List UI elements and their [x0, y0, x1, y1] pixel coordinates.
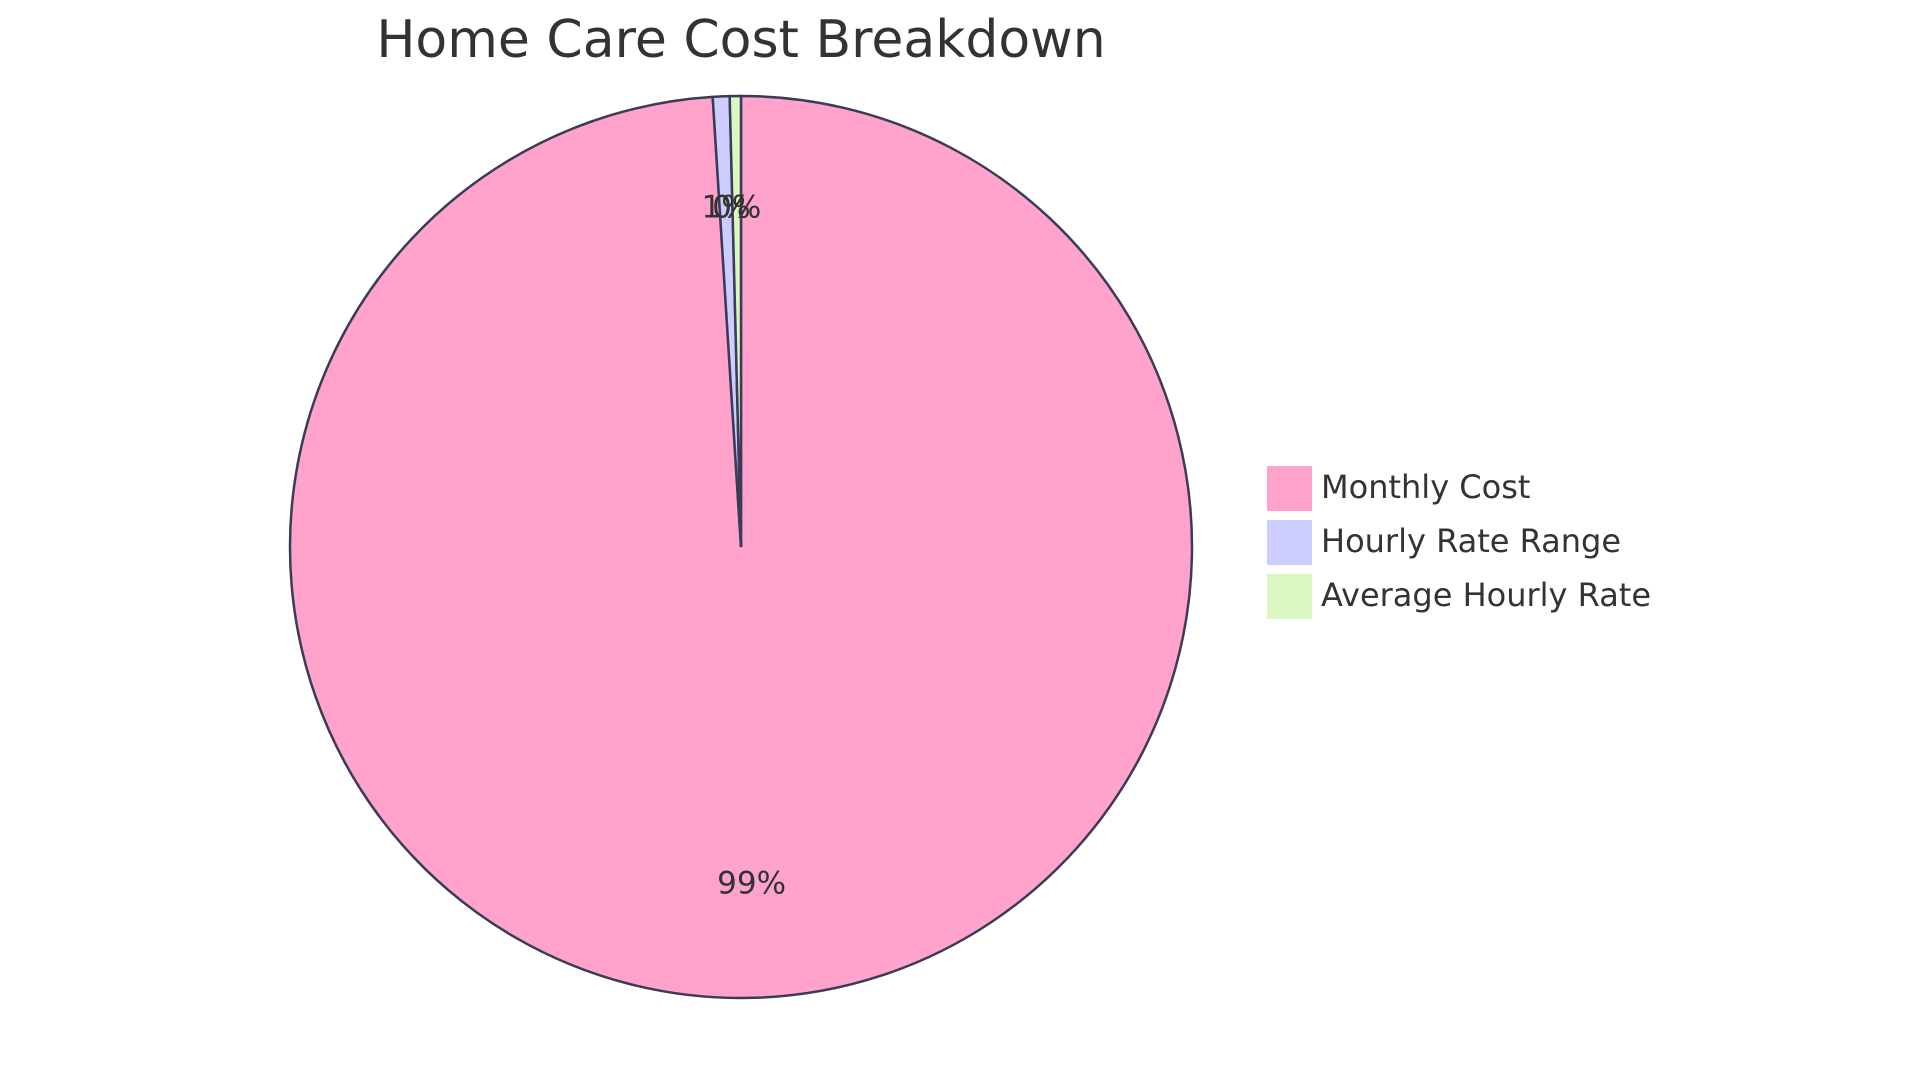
slice-label: 99% [717, 866, 786, 902]
legend-label: Average Hourly Rate [1321, 576, 1651, 614]
legend-swatch [1267, 466, 1312, 511]
chart-title: Home Care Cost Breakdown [376, 10, 1105, 70]
slice-label: 0% [712, 189, 761, 225]
legend-label: Monthly Cost [1321, 468, 1530, 506]
legend-swatch [1267, 574, 1312, 619]
pie-slice [728, 94, 743, 548]
legend-swatch [1267, 520, 1312, 565]
legend-label: Hourly Rate Range [1321, 522, 1621, 560]
slice-label: 1% [702, 190, 751, 226]
